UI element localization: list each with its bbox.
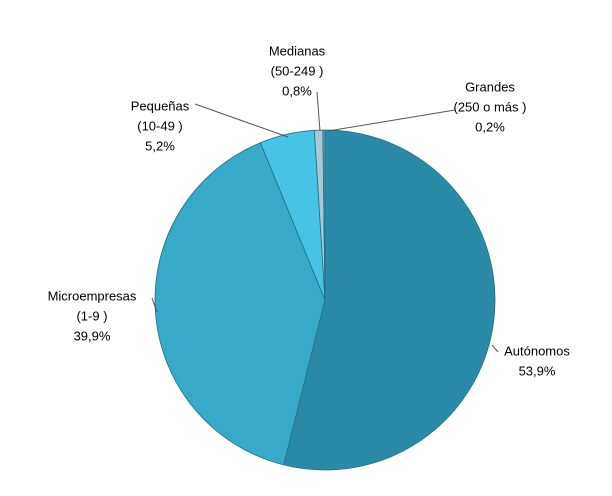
- leader-line: [151, 297, 158, 313]
- slice-label: Pequeñas: [131, 98, 190, 113]
- slice-label: Grandes: [465, 79, 515, 94]
- pie-slice: [154, 142, 326, 466]
- value-label: 0,8%: [282, 83, 312, 98]
- slice-label: (10-49 ): [137, 118, 183, 133]
- leader-line: [491, 344, 499, 353]
- leader-line: [316, 91, 321, 132]
- value-label: 53,9%: [519, 363, 556, 378]
- slice-label: Medianas: [269, 43, 326, 58]
- value-label: 39,9%: [74, 328, 111, 343]
- leader-line: [327, 109, 456, 132]
- slice-label: Autónomos: [504, 343, 570, 358]
- slice-label: (50-249 ): [271, 63, 324, 78]
- value-label: 5,2%: [145, 138, 175, 153]
- pie-slice: [322, 129, 326, 301]
- value-label: 0,2%: [475, 119, 505, 134]
- pie-slice: [283, 129, 496, 471]
- leader-line: [194, 103, 289, 138]
- slice-label: Microempresas: [48, 288, 137, 303]
- slice-label: (1-9 ): [76, 308, 107, 323]
- slice-label: (250 o más ): [454, 99, 527, 114]
